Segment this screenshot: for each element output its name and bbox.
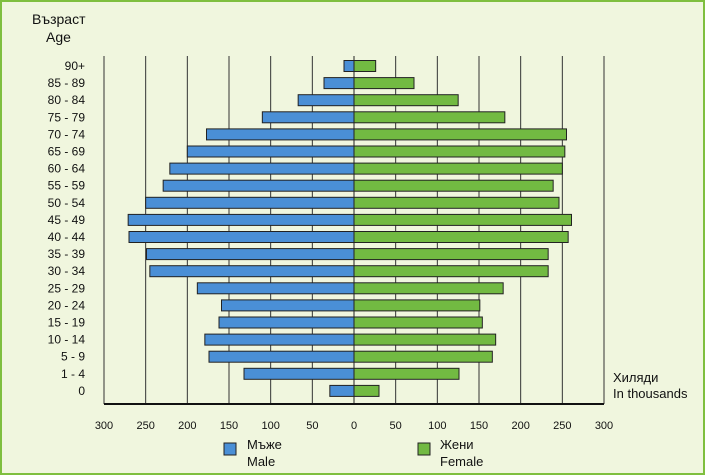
bar-male-6 bbox=[169, 162, 355, 175]
bar-male-2 bbox=[297, 94, 355, 107]
category-label-12: 30 - 34 bbox=[48, 264, 86, 278]
bar-male-8 bbox=[145, 196, 355, 209]
bar-male-5 bbox=[186, 145, 355, 158]
category-label-10: 40 - 44 bbox=[48, 230, 86, 244]
legend-label-female-en: Female bbox=[440, 454, 483, 469]
bar-female-9 bbox=[353, 213, 572, 226]
x-tick-label-0: 300 bbox=[95, 420, 113, 432]
legend-label-male-bg: Мъже bbox=[247, 437, 282, 452]
category-label-16: 10 - 14 bbox=[48, 333, 86, 347]
bar-male-12 bbox=[149, 265, 355, 278]
bar-male-17 bbox=[208, 350, 355, 363]
x-tick-label-1: 250 bbox=[136, 420, 154, 432]
x-tick-label-9: 150 bbox=[470, 420, 488, 432]
category-label-4: 70 - 74 bbox=[48, 127, 86, 141]
tick-labels-group: 90+ 85 - 89 80 - 84 75 - 79 70 - 74 65 - 69 60… bbox=[48, 59, 614, 432]
bar-male-9 bbox=[127, 213, 355, 226]
bar-female-4 bbox=[353, 128, 567, 141]
category-label-18: 1 - 4 bbox=[61, 367, 85, 381]
x-tick-label-8: 100 bbox=[428, 420, 446, 432]
category-label-13: 25 - 29 bbox=[48, 281, 86, 295]
legend-label-male-en: Male bbox=[247, 454, 275, 469]
bar-male-16 bbox=[204, 333, 355, 346]
legend-swatch-female bbox=[417, 442, 431, 456]
y-axis-title-bg: Възраст bbox=[32, 11, 86, 27]
bar-male-19 bbox=[329, 384, 355, 397]
legend-swatch-male bbox=[223, 442, 237, 456]
bar-female-3 bbox=[353, 111, 506, 124]
category-label-0: 90+ bbox=[65, 59, 85, 73]
category-label-2: 80 - 84 bbox=[48, 93, 86, 107]
bar-male-0 bbox=[343, 60, 355, 72]
bar-female-0 bbox=[353, 60, 377, 72]
bar-female-13 bbox=[353, 282, 504, 295]
category-label-7: 55 - 59 bbox=[48, 179, 86, 193]
x-tick-label-4: 100 bbox=[261, 420, 279, 432]
bar-female-18 bbox=[353, 367, 460, 380]
category-label-3: 75 - 79 bbox=[48, 110, 86, 124]
bar-male-11 bbox=[146, 248, 355, 261]
bar-male-7 bbox=[162, 179, 355, 192]
category-label-15: 15 - 19 bbox=[48, 316, 86, 330]
bar-male-4 bbox=[206, 128, 355, 141]
bar-female-5 bbox=[353, 145, 566, 158]
bar-female-8 bbox=[353, 196, 560, 209]
bar-female-10 bbox=[353, 231, 569, 243]
bar-male-13 bbox=[196, 282, 355, 295]
bar-male-10 bbox=[128, 231, 355, 243]
category-label-1: 85 - 89 bbox=[48, 76, 86, 90]
category-label-19: 0 bbox=[78, 384, 85, 398]
bar-female-19 bbox=[353, 384, 380, 397]
bar-male-18 bbox=[243, 367, 355, 380]
bar-female-12 bbox=[353, 265, 549, 278]
y-axis-title-en: Age bbox=[46, 29, 71, 45]
category-label-11: 35 - 39 bbox=[48, 247, 86, 261]
x-tick-label-5: 50 bbox=[306, 420, 318, 432]
legend-label-female-bg: Жени bbox=[440, 437, 474, 452]
category-label-9: 45 - 49 bbox=[48, 213, 86, 227]
x-tick-label-2: 200 bbox=[178, 420, 196, 432]
bar-female-16 bbox=[353, 333, 497, 346]
bar-female-2 bbox=[353, 94, 459, 107]
x-tick-label-7: 50 bbox=[390, 420, 402, 432]
category-label-14: 20 - 24 bbox=[48, 298, 86, 312]
x-tick-label-11: 250 bbox=[553, 420, 571, 432]
bar-female-6 bbox=[353, 162, 563, 175]
bars-group bbox=[103, 56, 605, 405]
x-tick-label-12: 300 bbox=[595, 420, 613, 432]
bar-female-1 bbox=[353, 77, 415, 90]
unit-label-bg: Хиляди bbox=[613, 370, 658, 385]
bar-female-17 bbox=[353, 350, 493, 363]
x-tick-label-3: 150 bbox=[220, 420, 238, 432]
category-label-8: 50 - 54 bbox=[48, 196, 86, 210]
bar-female-14 bbox=[353, 299, 481, 312]
bar-male-1 bbox=[323, 77, 355, 90]
legend: Мъже Male Жени Female bbox=[223, 437, 483, 469]
category-label-5: 65 - 69 bbox=[48, 145, 86, 159]
bar-male-14 bbox=[221, 299, 355, 312]
category-label-6: 60 - 64 bbox=[48, 162, 86, 176]
x-tick-label-10: 200 bbox=[511, 420, 529, 432]
bar-female-15 bbox=[353, 316, 483, 329]
bar-male-3 bbox=[261, 111, 355, 124]
x-tick-label-6: 0 bbox=[351, 420, 357, 432]
unit-label-en: In thousands bbox=[613, 386, 688, 401]
bar-female-7 bbox=[353, 179, 554, 192]
bar-male-15 bbox=[218, 316, 355, 329]
bar-female-11 bbox=[353, 248, 549, 261]
category-label-17: 5 - 9 bbox=[61, 350, 85, 364]
